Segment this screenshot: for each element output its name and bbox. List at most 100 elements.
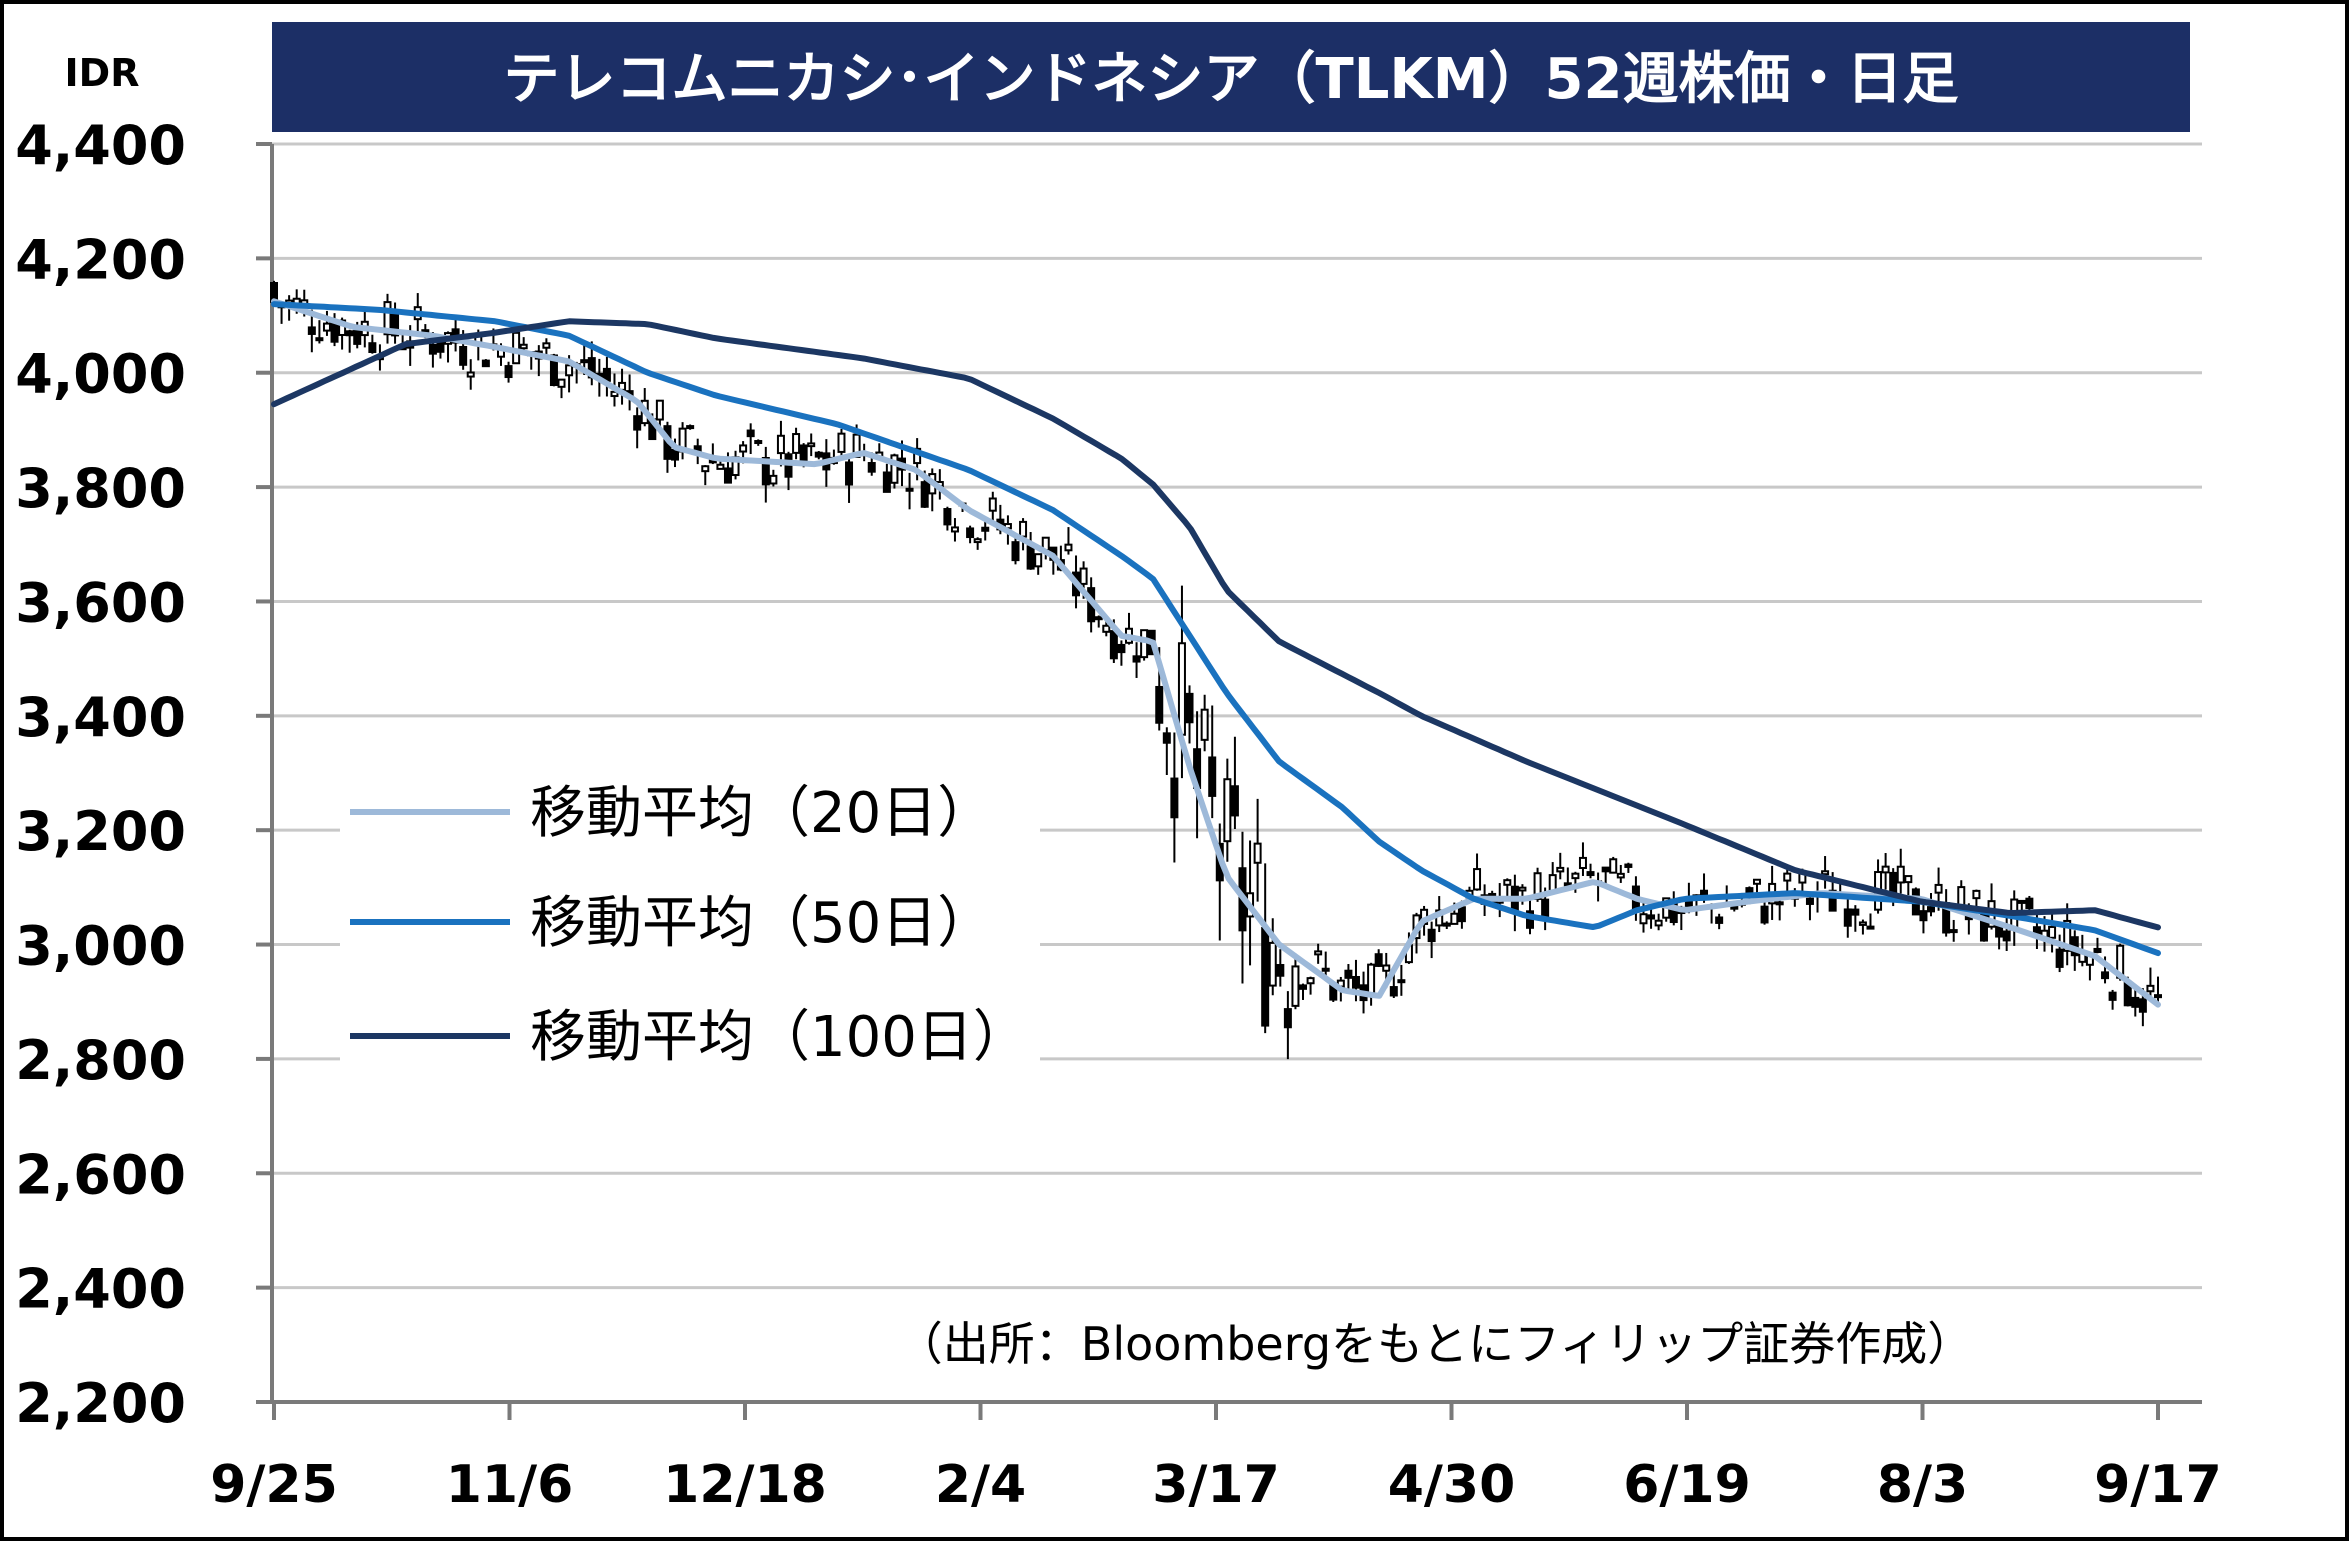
legend-label: 移動平均（20日） (530, 781, 993, 846)
candle-body (1291, 965, 1300, 1007)
candle-body (1155, 685, 1164, 724)
candle-body (1541, 898, 1550, 918)
candle-body (2002, 930, 2011, 942)
candle-body (723, 467, 732, 484)
candle-body (1571, 872, 1580, 880)
candle-body (845, 461, 854, 486)
candle-body (1109, 630, 1118, 660)
candle-body (655, 399, 664, 421)
candle-body (1934, 883, 1943, 894)
chart-title: テレコムニカシ･インドネシア（TLKM）52週株価・日足 (504, 47, 1959, 112)
candle-body (1283, 1008, 1292, 1029)
candle-body (1654, 919, 1663, 927)
y-tick-label: 4,000 (15, 343, 186, 406)
candle-body (950, 526, 959, 533)
candle-body (1223, 778, 1232, 843)
candle-body (981, 526, 990, 532)
candle-body (557, 378, 566, 388)
candle-body (1783, 872, 1792, 882)
candle-body (943, 508, 952, 526)
candle-body (890, 454, 899, 484)
candle-body (1828, 889, 1837, 912)
candle-body (1034, 553, 1043, 568)
candle-body (1866, 925, 1875, 930)
y-tick-label: 2,200 (15, 1372, 186, 1435)
candle-body (2101, 971, 2110, 980)
candle-body (1927, 906, 1936, 913)
candle-body (428, 343, 437, 355)
candle-body (1896, 865, 1905, 884)
candle-body (1253, 842, 1262, 864)
candle-body (1639, 913, 1648, 925)
candle-body (1760, 905, 1769, 924)
candle-body (1851, 908, 1860, 916)
ma-line-1 (271, 301, 2161, 957)
x-tick-label: 9/17 (2094, 1455, 2222, 1515)
candle-body (322, 322, 331, 332)
x-tick-label: 11/6 (446, 1455, 574, 1515)
candle-body (1647, 914, 1656, 920)
candle-body (368, 342, 377, 353)
candle-body (1518, 886, 1527, 892)
candle-body (1972, 889, 1981, 900)
candle-body (754, 440, 763, 445)
candle-body (1200, 708, 1209, 741)
candle-body (2146, 984, 2155, 993)
candle-body (1306, 977, 1315, 985)
candle-body (1382, 964, 1391, 972)
candle-body (2138, 998, 2147, 1013)
candle-body (920, 481, 929, 508)
candle-body (1752, 878, 1761, 885)
candle-body (807, 442, 816, 448)
candle-body (1775, 901, 1784, 906)
x-tick-label: 3/17 (1152, 1455, 1280, 1515)
candle-body (1586, 871, 1595, 877)
candle-body (1314, 950, 1323, 956)
moving-average-lines (271, 298, 2161, 1008)
candle-body (1389, 986, 1398, 997)
y-tick-label: 2,600 (15, 1143, 186, 1206)
candle-body (2025, 897, 2034, 910)
candle-body (1276, 964, 1285, 977)
candle-body (519, 343, 528, 350)
candle-body (1450, 912, 1459, 925)
candle-body (315, 337, 324, 342)
legend-bg (340, 877, 1040, 957)
y-tick-label: 2,400 (15, 1258, 186, 1321)
candle-body (701, 465, 710, 473)
candle-body (769, 474, 778, 485)
candle-body (1261, 927, 1270, 1027)
candle-body (1094, 616, 1103, 621)
candle-body (1064, 543, 1073, 552)
legend-label: 移動平均（100日） (530, 1005, 1029, 1070)
y-tick-label: 3,400 (15, 686, 186, 749)
title-banner (272, 22, 2190, 132)
candle-body (905, 487, 914, 492)
candle-body (481, 359, 490, 368)
candle-body (1442, 922, 1451, 927)
axes (256, 142, 2202, 1420)
candle-body (383, 301, 392, 336)
y-tick-label: 4,200 (15, 228, 186, 291)
x-tick-label: 8/3 (1877, 1455, 1968, 1515)
candle-body (1473, 868, 1482, 891)
candle-body (1268, 941, 1277, 987)
y-tick-label: 4,400 (15, 114, 186, 177)
candle-body (2108, 991, 2117, 1001)
candle-body (1427, 928, 1436, 943)
source-annotation: （出所：Bloombergをもとにフィリップ証券作成） (897, 1317, 1973, 1371)
candle-body (1011, 541, 1020, 562)
candle-body (2055, 948, 2064, 968)
candle-body (1019, 520, 1028, 538)
candle-body (1601, 866, 1610, 873)
legend-label: 移動平均（50日） (530, 891, 993, 956)
candle-body (966, 527, 975, 539)
candle-body (761, 456, 770, 486)
candle-body (1299, 984, 1308, 990)
candle-body (739, 444, 748, 453)
candle-body (1745, 887, 1754, 894)
candle-body (345, 330, 354, 337)
candle-body (2063, 919, 2072, 952)
